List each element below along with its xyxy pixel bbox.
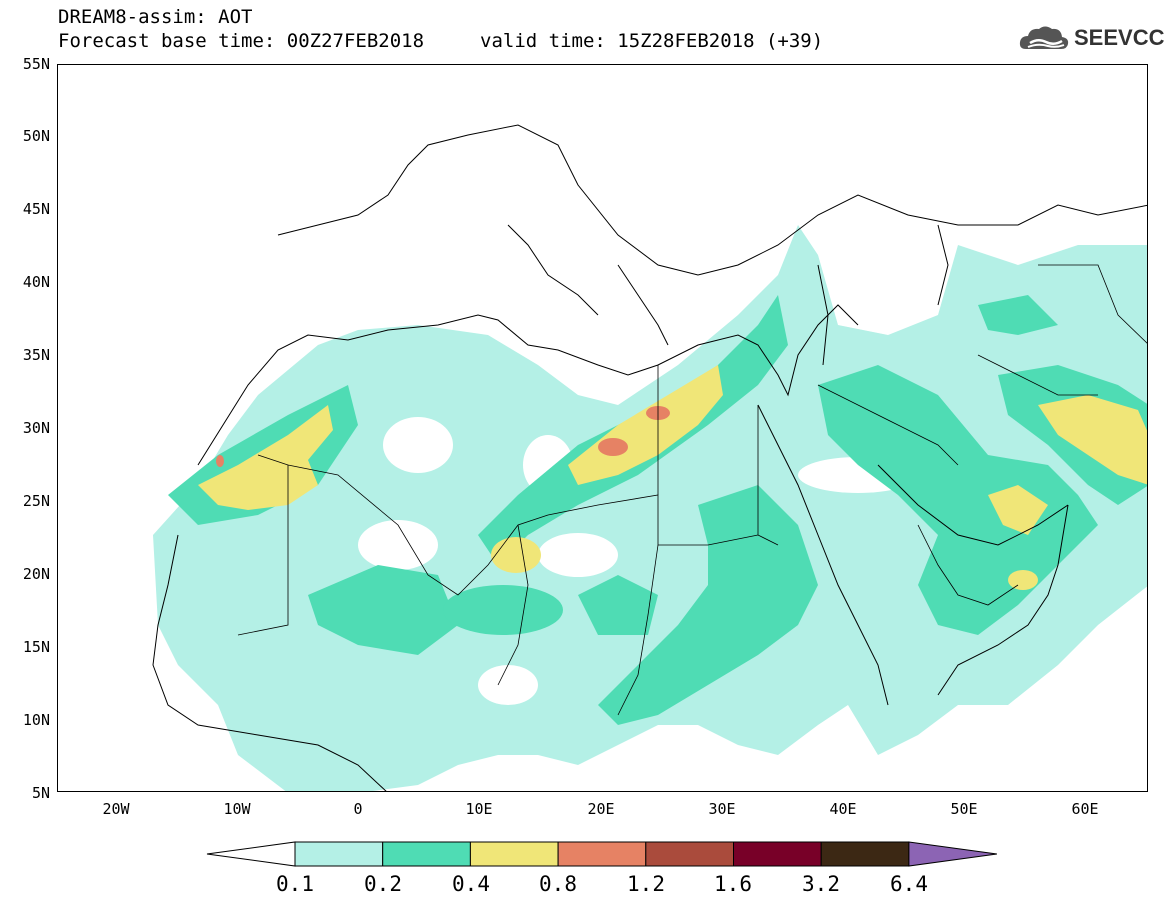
colorbar-label: 0.2 — [364, 872, 402, 896]
colorbar-cell — [206, 841, 296, 867]
lat-label: 20N — [22, 565, 50, 583]
lat-label: 50N — [22, 127, 50, 145]
colorbar-label: 3.2 — [802, 872, 840, 896]
colorbar-cell — [382, 841, 471, 867]
lon-label: 50E — [950, 800, 978, 818]
lon-label: 60E — [1071, 800, 1099, 818]
colorbar-cell — [557, 841, 647, 867]
colorbar-label: 1.6 — [714, 872, 752, 896]
cloud-icon — [1019, 26, 1069, 49]
lat-label: 45N — [22, 200, 50, 218]
lon-label: 10W — [223, 800, 251, 818]
colorbar-cell — [733, 841, 822, 867]
lon-label: 20W — [102, 800, 130, 818]
colorbar-label: 0.1 — [276, 872, 314, 896]
colorbar-label: 1.2 — [627, 872, 665, 896]
colorbar-label: 6.4 — [890, 872, 928, 896]
lon-label: 10E — [465, 800, 493, 818]
lon-label: 0 — [353, 800, 363, 818]
colorbar-label: 0.4 — [452, 872, 490, 896]
colorbar-label: 0.8 — [539, 872, 577, 896]
lat-label: 5N — [31, 784, 50, 802]
colorbar-cell — [820, 841, 910, 867]
colorbar-cell — [294, 841, 384, 867]
map-title: DREAM8-assim: AOT — [58, 6, 253, 28]
country-borders — [237, 264, 1147, 716]
coastlines — [152, 124, 1147, 791]
lat-label: 15N — [22, 638, 50, 656]
lat-label: 25N — [22, 492, 50, 510]
seevccc-logo: SEEVCCC — [1018, 20, 1165, 56]
colorbar-cell — [645, 841, 734, 867]
lat-label: 40N — [22, 273, 50, 291]
logo-text: SEEVCCC — [1074, 25, 1165, 50]
lat-label: 35N — [22, 346, 50, 364]
aot-map — [57, 64, 1148, 792]
lat-label: 30N — [22, 419, 50, 437]
lat-label: 10N — [22, 711, 50, 729]
lon-label: 40E — [829, 800, 857, 818]
colorbar-cell — [469, 841, 559, 867]
colorbar — [206, 841, 997, 867]
lat-label: 55N — [22, 55, 50, 73]
lon-label: 20E — [587, 800, 615, 818]
colorbar-cell — [908, 841, 997, 867]
valid-time: valid time: 15Z28FEB2018 (+39) — [480, 30, 824, 52]
lon-label: 30E — [708, 800, 736, 818]
forecast-base-time: Forecast base time: 00Z27FEB2018 — [58, 30, 425, 52]
